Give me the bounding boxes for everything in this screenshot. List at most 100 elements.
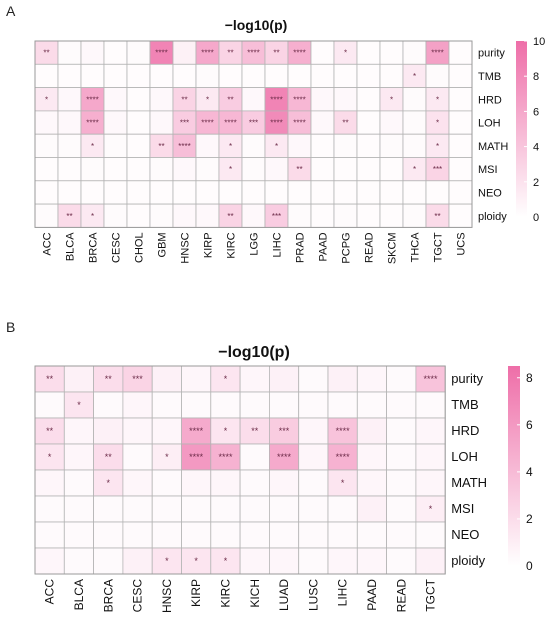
- heatmap-cell: [268, 521, 300, 549]
- heatmap-cell: [333, 133, 358, 158]
- significance-marker: ****: [247, 49, 259, 58]
- significance-marker: **: [251, 426, 259, 436]
- column-label: KIRP: [189, 579, 203, 607]
- heatmap-cell: [93, 547, 124, 575]
- heatmap-cell: [268, 495, 300, 523]
- row-label: TMB: [451, 397, 478, 412]
- heatmap-cell: [310, 40, 335, 65]
- significance-marker: *: [194, 556, 198, 566]
- heatmap-cell: [34, 180, 59, 205]
- column-label: TGCT: [433, 232, 445, 262]
- significance-marker: *: [229, 165, 232, 174]
- heatmap-cell: [333, 63, 358, 89]
- legend-tick-label: 0: [526, 559, 533, 573]
- heatmap-cell: [126, 87, 151, 112]
- heatmap-cell: [34, 391, 65, 419]
- heatmap-cell: [356, 203, 381, 228]
- heatmap-cell: [386, 495, 417, 523]
- heatmap-cell: [356, 157, 381, 182]
- significance-marker: *: [165, 556, 169, 566]
- heatmap-cell: [181, 469, 212, 497]
- legend-tick-label: 8: [533, 71, 539, 83]
- significance-marker: ****: [178, 142, 190, 151]
- heatmap-cell: [63, 443, 95, 471]
- heatmap-cell: [379, 63, 404, 89]
- heatmap-cell: [122, 443, 153, 471]
- significance-marker: *: [413, 165, 416, 174]
- heatmap-cell: [356, 391, 387, 419]
- heatmap-cell: [63, 365, 95, 393]
- heatmap-cell: [149, 110, 174, 135]
- heatmap-cell: [333, 180, 358, 205]
- heatmap-cell: [103, 157, 128, 182]
- heatmap-cell: [241, 180, 266, 205]
- heatmap-panel-a: A −log10(p) ** **** **** ** **** ** **** * *****…: [6, 3, 545, 264]
- heatmap-cell: [264, 63, 289, 89]
- heatmap-cell: [298, 365, 329, 393]
- significance-marker: ****: [218, 452, 233, 462]
- heatmap-cell: [386, 469, 417, 497]
- heatmap-cell: [241, 63, 266, 89]
- heatmap-cell: [310, 203, 335, 228]
- heatmap-cell: [239, 443, 270, 471]
- heatmap-cell: [103, 63, 128, 89]
- significance-marker: *: [224, 556, 228, 566]
- column-label: KIRC: [218, 579, 232, 608]
- heatmap-cell: [93, 521, 124, 549]
- heatmap-cell: [126, 157, 151, 182]
- heatmap-cell: [210, 443, 241, 471]
- heatmap-cell: [327, 547, 358, 575]
- heatmap-cell: [448, 133, 473, 158]
- heatmap-cell: [415, 469, 446, 497]
- heatmap-cell: [103, 40, 128, 65]
- significance-marker: ***: [132, 374, 143, 384]
- heatmap-cell: [80, 63, 105, 89]
- heatmap-cell: [151, 469, 182, 497]
- heatmap-cell: [126, 133, 151, 158]
- heatmap-cell: [149, 180, 174, 205]
- heatmap-cell: [379, 203, 404, 228]
- significance-marker: ****: [224, 119, 236, 128]
- column-label: TGCT: [424, 578, 438, 611]
- heatmap-cell: [122, 521, 153, 549]
- column-label: LUSC: [306, 579, 320, 611]
- row-label: MATH: [478, 141, 508, 153]
- significance-marker: *: [224, 426, 228, 436]
- heatmap-cell: [195, 180, 220, 205]
- heatmap-cell: [126, 203, 151, 228]
- significance-marker: ****: [277, 452, 292, 462]
- column-label: PRAD: [295, 232, 307, 263]
- column-label: KIRC: [226, 232, 238, 258]
- heatmap-cell: [93, 417, 124, 445]
- heatmap-cell: [448, 203, 473, 228]
- column-label: UCS: [456, 232, 468, 255]
- heatmap-b-title: −log10(p): [218, 344, 290, 361]
- heatmap-cell: [151, 443, 182, 471]
- heatmap-cell: [63, 547, 95, 575]
- significance-marker: *: [91, 212, 94, 221]
- heatmap-cell: [57, 63, 82, 89]
- heatmap-cell: [379, 110, 404, 135]
- significance-marker: *: [413, 72, 416, 81]
- legend-tick-label: 10: [533, 36, 545, 48]
- heatmap-cell: [298, 547, 329, 575]
- legend-tick-label: 4: [526, 465, 533, 479]
- row-label: MSI: [451, 501, 474, 516]
- heatmap-cell: [356, 495, 387, 523]
- heatmap-cell: [356, 417, 387, 445]
- heatmap-border: [34, 40, 473, 228]
- row-label: MSI: [478, 164, 498, 176]
- heatmap-cell: [218, 180, 243, 205]
- heatmap-cell: [172, 157, 197, 182]
- significance-marker: **: [66, 212, 72, 221]
- significance-marker: **: [227, 95, 233, 104]
- column-label: PAAD: [318, 232, 330, 261]
- heatmap-cell: [151, 391, 182, 419]
- legend-tick-label: 2: [526, 512, 533, 526]
- significance-marker: ***: [180, 119, 189, 128]
- heatmap-cell: [126, 40, 151, 65]
- significance-marker: **: [43, 49, 49, 58]
- heatmap-a-title: −log10(p): [225, 17, 288, 33]
- significance-marker: *: [91, 142, 94, 151]
